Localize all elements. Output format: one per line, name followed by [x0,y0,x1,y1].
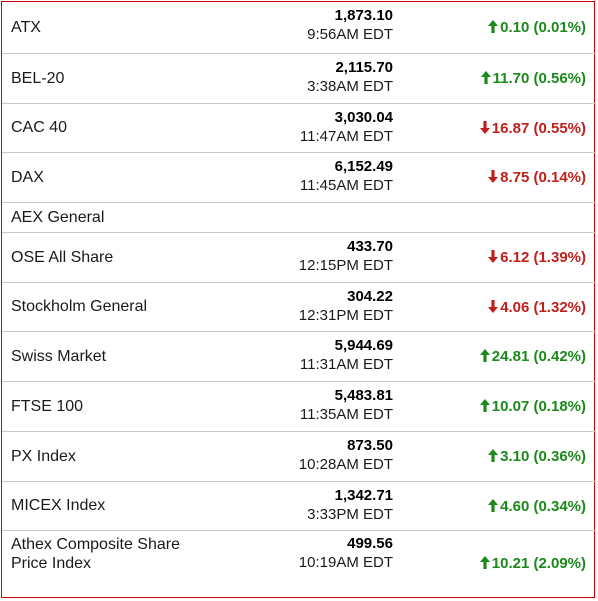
index-timestamp: 10:28AM EDT [298,456,393,473]
index-row[interactable]: MICEX Index 1,342.71 3:33PM EDT 4.60 (0.34%… [2,482,596,531]
index-name[interactable]: AEX General [11,209,105,226]
index-price: 3,030.04 [334,109,393,126]
index-price: 5,944.69 [334,337,393,354]
index-name[interactable]: Stockholm General [11,298,148,315]
index-change: 16.87 (0.55%) [479,120,586,138]
arrow-up-icon [488,449,499,462]
index-row[interactable]: AEX General [2,203,596,233]
index-row[interactable]: DAX 6,152.49 11:45AM EDT 8.75 (0.14%) [2,153,596,203]
index-price: 873.50 [347,437,393,454]
arrow-down-icon [488,170,499,183]
index-timestamp: 11:45AM EDT [299,177,393,194]
index-timestamp: 9:56AM EDT [307,26,393,43]
change-value: 8.75 (0.14%) [500,169,586,186]
index-name[interactable]: Athex Composite Share Price Index [11,535,180,573]
change-value: 0.10 (0.01%) [500,19,586,36]
index-timestamp: 11:35AM EDT [299,406,393,423]
index-price: 1,342.71 [334,487,393,504]
index-timestamp: 3:33PM EDT [307,506,393,523]
arrow-up-icon [480,71,491,84]
arrow-down-icon [479,121,490,134]
index-row[interactable]: OSE All Share 433.70 12:15PM EDT 6.12 (1.39… [2,233,596,283]
index-name[interactable]: ATX [11,19,41,36]
index-change: 11.70 (0.56%) [480,70,586,88]
index-price: 304.22 [347,288,393,305]
index-timestamp: 11:31AM EDT [299,356,393,373]
change-value: 4.06 (1.32%) [500,299,586,316]
index-name[interactable]: PX Index [11,448,76,465]
index-change: 6.12 (1.39%) [488,249,586,267]
index-name[interactable]: FTSE 100 [11,398,84,415]
index-row[interactable]: ATX 1,873.10 9:56AM EDT 0.10 (0.01%) [2,2,596,54]
change-value: 4.60 (0.34%) [500,498,586,515]
index-name[interactable]: CAC 40 [11,119,68,136]
arrow-up-icon [488,20,499,33]
index-timestamp: 11:47AM EDT [299,128,393,145]
index-row[interactable]: Stockholm General 304.22 12:31PM EDT 4.06 (… [2,283,596,332]
arrow-up-icon [479,349,490,362]
arrow-down-icon [488,250,499,263]
change-value: 24.81 (0.42%) [491,348,586,365]
change-value: 10.21 (2.09%) [491,555,586,572]
index-change: 8.75 (0.14%) [488,169,586,187]
index-name[interactable]: BEL-20 [11,70,65,87]
index-name-line: Athex Composite Share [11,536,180,553]
index-timestamp: 12:31PM EDT [298,307,393,324]
index-change: 10.07 (0.18%) [479,398,586,416]
index-row[interactable]: PX Index 873.50 10:28AM EDT 3.10 (0.36%) [2,432,596,482]
index-name[interactable]: DAX [11,169,44,186]
arrow-down-icon [488,300,499,313]
index-price: 6,152.49 [334,158,393,175]
arrow-up-icon [488,499,499,512]
index-row[interactable]: CAC 40 3,030.04 11:47AM EDT 16.87 (0.55%) [2,104,596,153]
index-timestamp: 3:38AM EDT [307,78,393,95]
index-change: 4.06 (1.32%) [488,299,586,317]
index-change: 4.60 (0.34%) [488,498,586,516]
index-change: 10.21 (2.09%) [479,555,586,573]
index-row[interactable]: FTSE 100 5,483.81 11:35AM EDT 10.07 (0.18%) [2,382,596,432]
index-price: 433.70 [347,238,393,255]
index-row[interactable]: BEL-20 2,115.70 3:38AM EDT 11.70 (0.56%) [2,54,596,104]
index-change: 0.10 (0.01%) [488,19,586,37]
index-row[interactable]: Swiss Market 5,944.69 11:31AM EDT 24.81 (0.… [2,332,596,382]
index-price: 499.56 [347,535,393,552]
change-value: 6.12 (1.39%) [500,249,586,266]
arrow-up-icon [479,399,490,412]
index-price: 2,115.70 [335,59,393,76]
change-value: 11.70 (0.56%) [492,70,586,87]
index-name[interactable]: MICEX Index [11,497,106,514]
change-value: 10.07 (0.18%) [491,398,586,415]
index-name[interactable]: Swiss Market [11,348,107,365]
index-name[interactable]: OSE All Share [11,249,114,266]
change-value: 3.10 (0.36%) [500,448,586,465]
index-timestamp: 12:15PM EDT [298,257,393,274]
change-value: 16.87 (0.55%) [491,120,586,137]
index-change: 3.10 (0.36%) [488,448,586,466]
index-name-line: Price Index [11,555,92,572]
index-change: 24.81 (0.42%) [479,348,586,366]
arrow-up-icon [479,556,490,569]
index-row[interactable]: Athex Composite Share Price Index 499.56 10… [2,531,596,597]
index-price: 1,873.10 [334,7,393,24]
index-price: 5,483.81 [334,387,393,404]
index-timestamp: 10:19AM EDT [298,554,393,571]
